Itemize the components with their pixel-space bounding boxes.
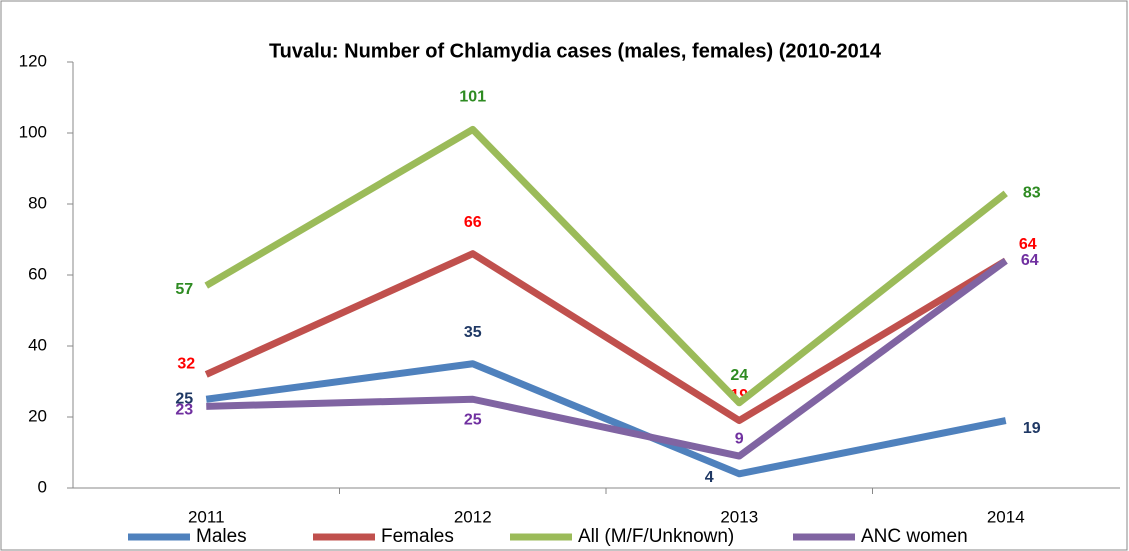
y-tick-label: 80 (28, 193, 47, 212)
data-label: 64 (1019, 236, 1037, 253)
data-label: 66 (464, 214, 482, 231)
series-line (205, 360, 1007, 478)
x-tick-label: 2013 (720, 507, 758, 526)
data-label: 83 (1023, 185, 1041, 202)
data-label: 19 (1023, 420, 1041, 437)
y-tick-label: 0 (38, 477, 47, 496)
series-line (206, 257, 1008, 460)
legend-label: All (M/F/Unknown) (578, 526, 734, 547)
x-tick-label: 2014 (987, 507, 1025, 526)
data-label: 64 (1021, 252, 1039, 269)
data-label: 101 (459, 89, 486, 106)
y-tick-label: 60 (28, 264, 47, 283)
legend-label: ANC women (861, 526, 968, 547)
chart-title: Tuvalu: Number of Chlamydia cases (males… (269, 40, 882, 62)
data-label: 35 (464, 324, 482, 341)
series-line (204, 250, 1008, 425)
data-label: 23 (175, 402, 193, 419)
x-tick-label: 2012 (454, 507, 492, 526)
series-line (204, 125, 1008, 407)
legend-label: Males (196, 526, 247, 547)
data-label: 9 (735, 430, 744, 447)
data-label: 25 (175, 390, 193, 407)
y-tick-label: 120 (19, 51, 47, 70)
data-label: 57 (175, 281, 193, 298)
data-label: 24 (730, 367, 748, 384)
y-tick-label: 100 (19, 122, 47, 141)
legend-label: Females (381, 526, 454, 547)
data-label: 25 (464, 411, 482, 428)
y-tick-label: 40 (28, 335, 47, 354)
x-tick-label: 2011 (188, 507, 225, 526)
data-label: 4 (705, 469, 714, 486)
data-label: 32 (177, 356, 195, 373)
y-tick-label: 20 (28, 406, 47, 425)
